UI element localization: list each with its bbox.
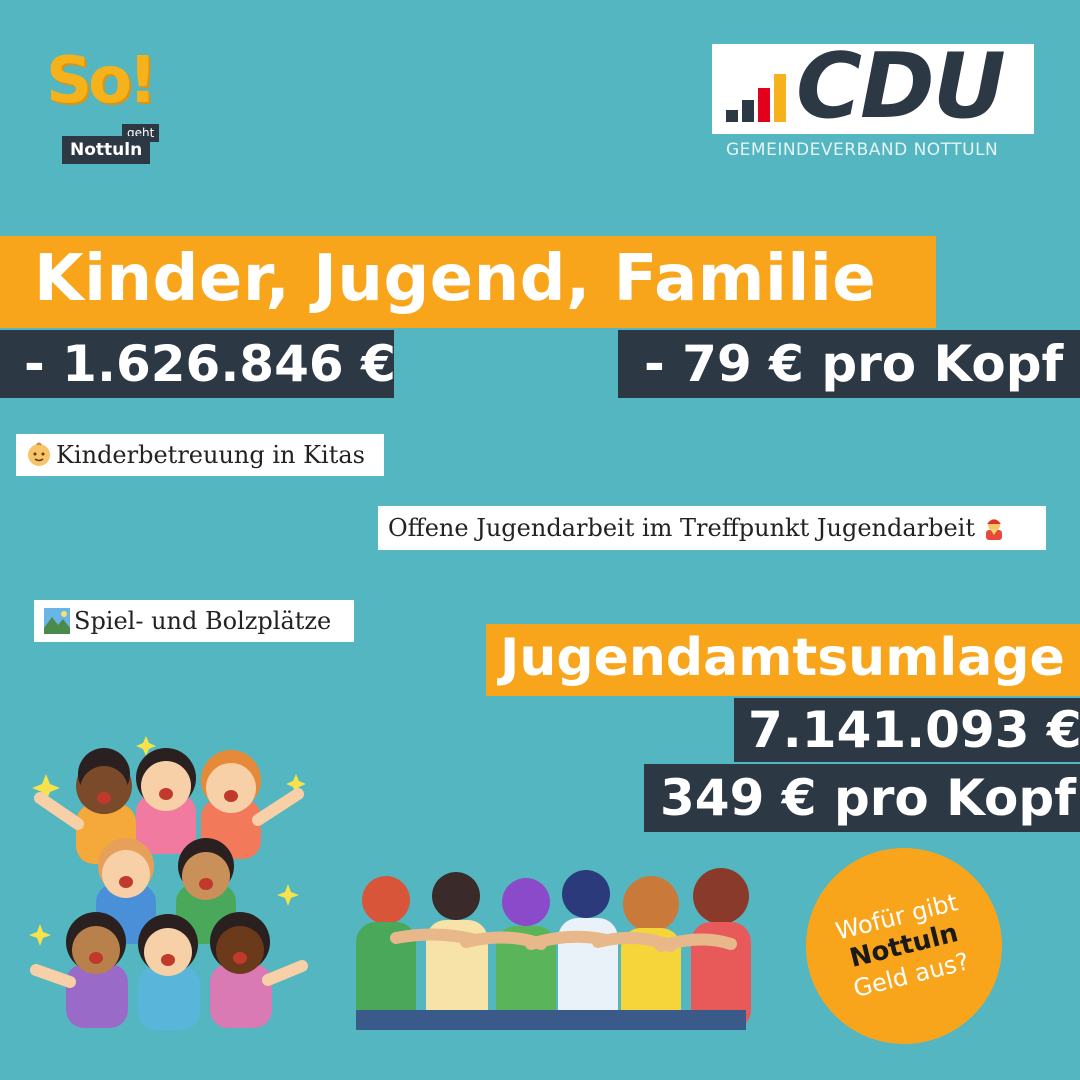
landscape-icon — [44, 608, 70, 634]
so-logo-wordmark: So! — [46, 44, 157, 118]
cdu-wordmark: CDU — [796, 34, 1006, 139]
tag-spielplaetze: Spiel- und Bolzplätze — [34, 600, 354, 642]
jugendamt-amount: 7.141.093 € — [734, 698, 1080, 762]
tag-kinderbetreuung: Kinderbetreuung in Kitas — [16, 434, 384, 476]
happy-children-illustration — [29, 736, 308, 1030]
group-hug-illustration — [356, 868, 751, 1030]
cdu-logo: CDU — [712, 34, 1034, 139]
tag-jugendarbeit: Offene Jugendarbeit im Treffpunkt Jugend… — [378, 506, 1046, 550]
youth-worker-icon — [986, 519, 1003, 540]
headline-title: Kinder, Jugend, Familie — [34, 242, 877, 316]
baby-face-icon — [28, 442, 50, 466]
tag-label: Kinderbetreuung in Kitas — [56, 441, 365, 469]
jugendamt-bar — [486, 624, 1080, 696]
tag-label: Spiel- und Bolzplätze — [74, 607, 332, 635]
jugendamt-title: Jugendamtsumlage — [500, 628, 1065, 688]
headline-per-head: - 79 € pro Kopf — [618, 330, 1080, 398]
headline-total: - 1.626.846 € — [0, 330, 396, 398]
headline-bar — [0, 236, 936, 328]
jugendamt-per-head: 349 € pro Kopf — [644, 764, 1080, 832]
so-logo-place: Nottuln — [62, 136, 151, 164]
cdu-bars-icon — [726, 74, 786, 122]
tag-label: Offene Jugendarbeit im Treffpunkt Jugend… — [388, 514, 976, 542]
question-badge: Wofür gibt Nottuln Geld aus? — [785, 827, 1023, 1065]
cdu-subtitle: GEMEINDEVERBAND NOTTULN — [726, 140, 999, 160]
so-geht-nottuln-logo: So! geht Nottuln — [46, 44, 196, 174]
